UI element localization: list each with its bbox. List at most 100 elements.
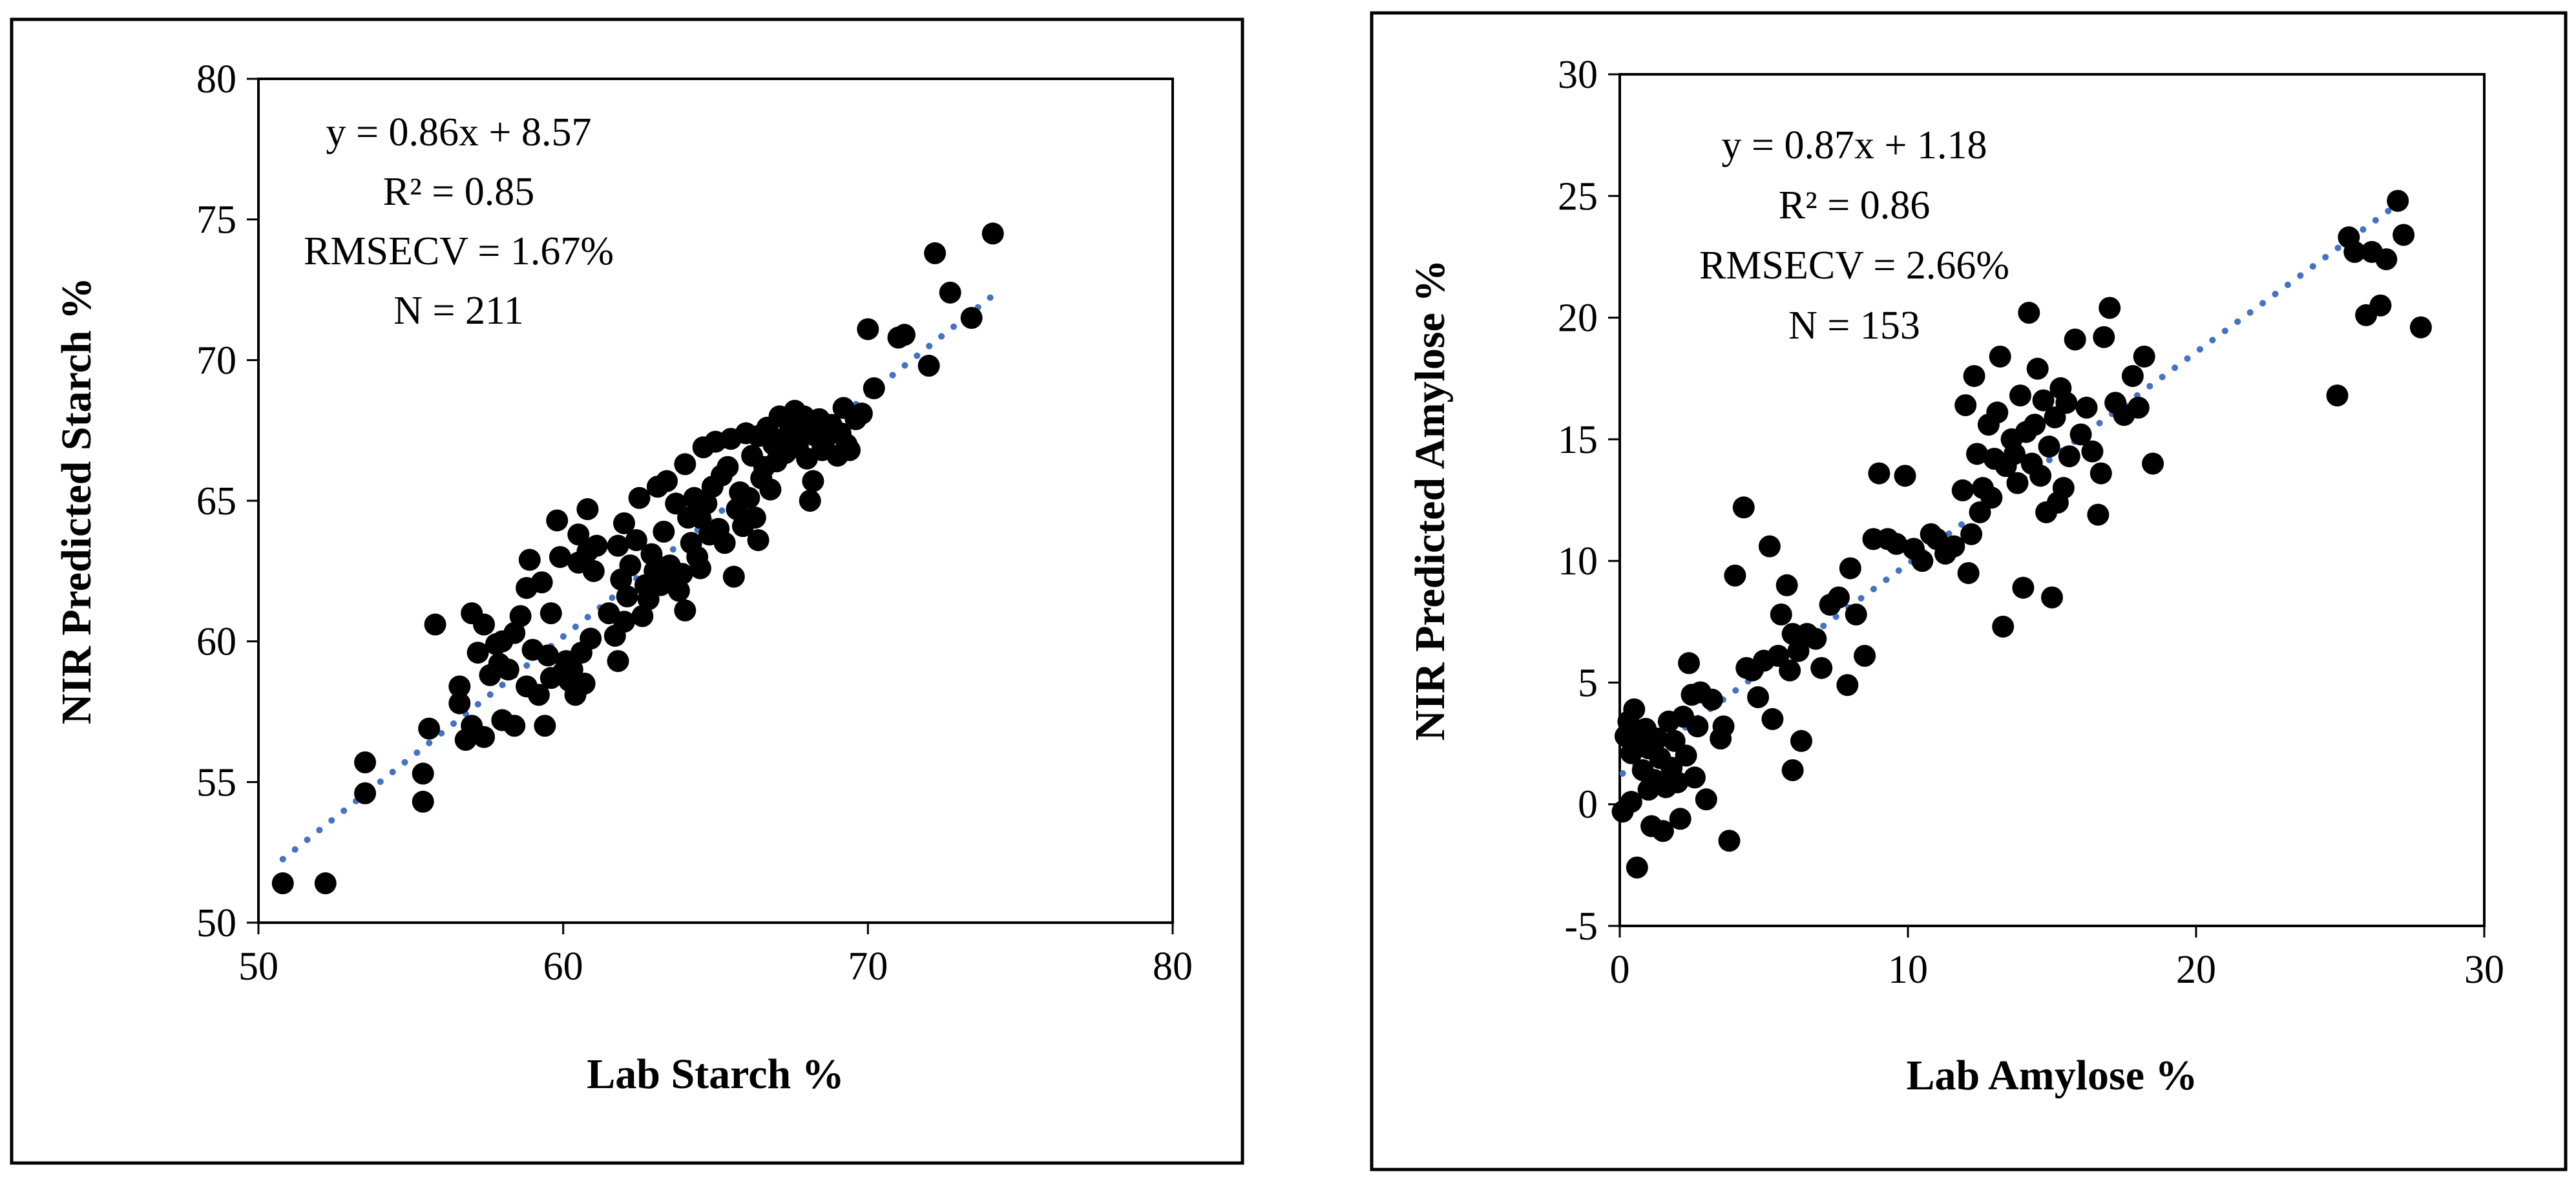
amylose-data-point <box>2409 316 2432 339</box>
amylose-data-point <box>1954 394 1977 417</box>
starch-data-point <box>448 675 471 698</box>
starch-data-point <box>582 560 605 582</box>
starch-annotation-line: N = 211 <box>393 289 523 333</box>
amylose-data-point <box>2099 297 2121 319</box>
amylose-data-point <box>2052 477 2075 499</box>
amylose-data-point <box>2012 576 2035 599</box>
amylose-y-tick-label: -5 <box>1564 905 1598 949</box>
starch-y-tick-label: 50 <box>196 901 236 945</box>
amylose-data-point <box>2089 462 2112 485</box>
starch-data-point <box>585 534 608 557</box>
starch-data-point <box>616 585 638 608</box>
amylose-data-point <box>2018 302 2040 324</box>
starch-data-point <box>924 242 947 264</box>
starch-y-tick-label: 80 <box>196 58 236 101</box>
amylose-data-point <box>2326 384 2349 407</box>
amylose-data-point <box>1986 401 2009 424</box>
amylose-y-tick-label: 20 <box>1558 297 1598 341</box>
amylose-annotation: y = 0.87x + 1.18 R² = 0.86 RMSECV = 2.66% N… <box>1699 123 2009 348</box>
starch-data-point <box>671 563 693 585</box>
starch-data-point <box>674 599 696 622</box>
starch-data-point <box>717 456 739 478</box>
amylose-data-point <box>2032 389 2055 412</box>
amylose-data-point <box>2121 364 2144 387</box>
amylose-data-point <box>2081 440 2104 463</box>
amylose-data-point <box>1666 771 1689 793</box>
starch-data-point <box>537 644 560 667</box>
amylose-y-tick-label: 15 <box>1558 418 1598 462</box>
starch-data-point <box>747 529 770 551</box>
amylose-data-point <box>1620 790 1642 813</box>
amylose-data-point <box>2024 414 2046 436</box>
amylose-data-point <box>1957 561 1980 584</box>
amylose-data-point <box>2075 396 2098 419</box>
starch-annotation: y = 0.86x + 8.57 R² = 0.85 RMSECV = 1.67% N… <box>304 110 614 333</box>
amylose-data-point <box>1810 656 1833 679</box>
amylose-data-point <box>1868 462 1890 485</box>
starch-data-point <box>503 622 526 644</box>
starch-y-axis-title: NIR Predicted Starch % <box>53 277 100 724</box>
amylose-data-point <box>1951 479 1974 501</box>
amylose-data-point <box>1775 574 1798 596</box>
starch-data-point <box>759 478 782 501</box>
amylose-y-axis-title: NIR Predicted Amylose % <box>1407 260 1454 741</box>
amylose-data-point <box>1966 443 1989 465</box>
starch-data-point <box>613 512 635 534</box>
starch-x-axis-title: Lab Starch % <box>587 1051 844 1098</box>
amylose-data-point <box>1790 729 1812 752</box>
amylose-data-point <box>1960 523 1983 545</box>
starch-data-point <box>573 672 596 695</box>
amylose-chart: 0 10 20 30 -5 0 5 10 15 20 25 30 y = 0.87x + 1.18 R²… <box>1370 11 2568 1171</box>
starch-data-point <box>503 715 526 737</box>
amylose-data-point <box>1623 698 1646 720</box>
amylose-data-point <box>1911 550 1934 572</box>
amylose-data-point <box>1963 364 1985 387</box>
amylose-data-point <box>1747 686 1770 709</box>
amylose-x-axis-title: Lab Amylose % <box>1906 1052 2197 1099</box>
starch-data-point <box>613 611 635 633</box>
amylose-y-tick-label: 30 <box>1558 53 1598 97</box>
amylose-data-point <box>2387 189 2409 212</box>
starch-y-tick-label: 65 <box>196 479 236 523</box>
amylose-data-point <box>2127 396 2150 419</box>
starch-data-point <box>713 532 736 554</box>
starch-chart: 50 60 70 80 50 55 60 65 70 75 80 y = 0.86x + 8.57 R… <box>10 17 1244 1165</box>
amylose-data-point <box>1836 674 1859 697</box>
starch-x-tick-label: 50 <box>238 945 278 989</box>
starch-data-point <box>674 453 696 476</box>
amylose-plot-area <box>1618 73 2486 927</box>
starch-data-point <box>549 546 571 569</box>
starch-data-point <box>527 684 550 706</box>
starch-data-point <box>744 507 766 529</box>
amylose-data-point <box>2004 443 2026 465</box>
starch-data-point <box>607 534 629 557</box>
starch-y-tick-label: 55 <box>196 760 236 804</box>
starch-annotation-line: RMSECV = 1.67% <box>304 229 614 273</box>
amylose-x-tick-label: 20 <box>2176 948 2216 992</box>
starch-data-point <box>567 523 590 546</box>
starch-data-point <box>509 605 532 627</box>
amylose-data-point <box>1787 640 1810 662</box>
starch-annotation-line: R² = 0.85 <box>383 170 534 214</box>
amylose-data-point <box>2133 345 2155 368</box>
starch-data-point <box>960 307 983 330</box>
starch-data-point <box>799 490 821 512</box>
amylose-annotation-line: N = 153 <box>1788 304 1920 348</box>
starch-data-point <box>418 717 441 740</box>
amylose-data-point <box>1626 856 1648 879</box>
amylose-data-point <box>2393 224 2415 246</box>
starch-data-point <box>738 487 760 509</box>
amylose-data-point <box>1885 532 1908 555</box>
amylose-data-point <box>1845 603 1867 625</box>
amylose-data-point <box>2009 384 2031 407</box>
starch-data-point <box>466 642 489 664</box>
starch-data-point <box>839 439 861 461</box>
starch-data-point <box>981 222 1004 245</box>
starch-data-point <box>653 520 675 543</box>
amylose-annotation-line: RMSECV = 2.66% <box>1699 244 2009 288</box>
amylose-data-point <box>2087 503 2110 526</box>
amylose-data-point <box>1758 535 1781 558</box>
starch-y-tick-label: 75 <box>196 198 236 242</box>
starch-data-point <box>412 790 434 813</box>
